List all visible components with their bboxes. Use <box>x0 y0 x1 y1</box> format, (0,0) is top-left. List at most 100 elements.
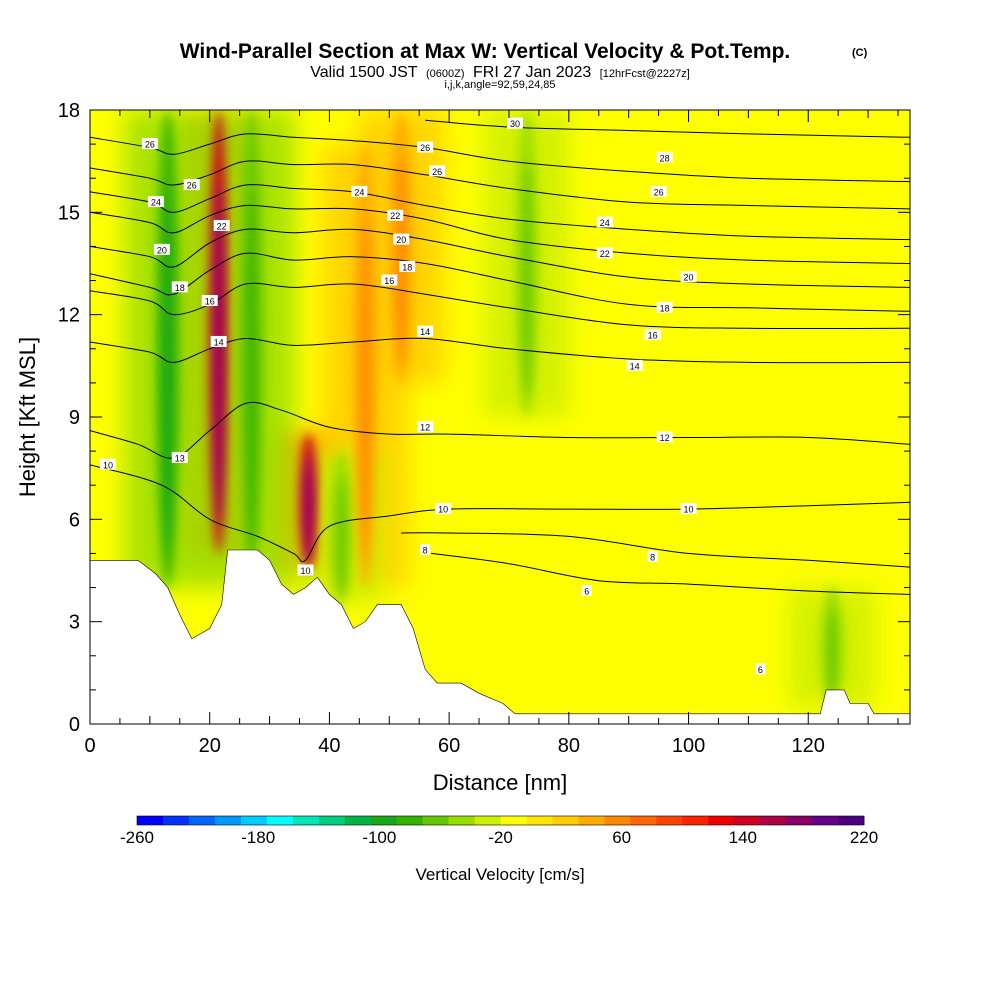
field-cores <box>155 110 845 707</box>
contour-label-bg <box>656 431 673 443</box>
y-tick-label: 3 <box>69 612 80 634</box>
contour-label-bg <box>596 216 613 228</box>
contour-label-bg <box>213 219 230 231</box>
x-tick-label: 20 <box>199 735 221 757</box>
contour-label-bg <box>644 329 661 341</box>
colorbar-tick-label: 140 <box>729 828 757 847</box>
forecast-info: [12hrFcst@2227z] <box>600 68 690 80</box>
chart-subtitle: Valid 1500 JST (0600Z) FRI 27 Jan 2023 [… <box>310 64 690 81</box>
contour-label: 18 <box>656 301 673 313</box>
contour-label-text: 26 <box>187 181 197 191</box>
contour-label-text: 13 <box>175 453 185 463</box>
x-axis-label: Distance [nm] <box>433 770 568 795</box>
contour-label: 14 <box>417 325 434 337</box>
contour-label-bg <box>147 196 164 208</box>
contour-label-bg <box>399 260 416 272</box>
colorbar-swatch <box>240 816 268 825</box>
colorbar-swatch <box>838 816 865 825</box>
colorbar-swatch <box>812 816 839 825</box>
x-tick-label: 0 <box>84 735 95 757</box>
contour-labels: 26 26 24 20 18 22 16 14 13 10 10 24 22 20 18 16 14 12 10 8 6… <box>99 117 766 675</box>
contour-label-bg <box>387 209 404 221</box>
contour-label: 18 <box>399 260 416 272</box>
chart-title-mark: (C) <box>852 47 868 59</box>
y-tick-label: 18 <box>58 100 80 122</box>
colorbar-swatch <box>422 816 449 825</box>
x-tick-label: 40 <box>318 735 340 757</box>
colorbar-swatch <box>474 816 501 825</box>
contour-label-text: 14 <box>214 337 224 347</box>
y-tick-label: 6 <box>69 509 80 531</box>
contour-label: 24 <box>351 185 368 197</box>
colorbar-tick-label: -180 <box>241 828 275 847</box>
contour-label: 6 <box>755 663 766 675</box>
contour-label-bg <box>429 165 446 177</box>
colorbar-swatch <box>760 816 787 825</box>
contour-label-text: 22 <box>217 221 227 231</box>
contour-label-bg <box>626 359 643 371</box>
colorbar-swatch <box>188 816 216 825</box>
updraft-peak <box>213 183 224 525</box>
contour-label: 10 <box>435 503 452 515</box>
contour-label: 22 <box>213 219 230 231</box>
x-tick-label: 60 <box>438 735 460 757</box>
contour-label-text: 8 <box>423 546 428 556</box>
contour-label: 10 <box>297 564 314 576</box>
colorbar-tick-label: 60 <box>612 828 631 847</box>
isentrope-22 <box>90 204 910 264</box>
contour-label-text: 30 <box>510 119 520 129</box>
contour-label-bg <box>596 247 613 259</box>
downdraft-peak <box>520 160 533 397</box>
contour-label: 22 <box>596 247 613 259</box>
contour-label-text: 18 <box>402 262 412 272</box>
colorbar-swatch <box>448 816 475 825</box>
vertical-velocity-field <box>90 110 910 724</box>
colorbar-tick-label: -260 <box>120 828 154 847</box>
colorbar-swatch <box>137 816 164 825</box>
contour-label-bg <box>201 295 218 307</box>
x-tick-label: 80 <box>558 735 580 757</box>
y-tick-label: 12 <box>58 305 80 327</box>
colorbar-swatch <box>318 816 346 825</box>
colorbar-swatch <box>266 816 294 825</box>
axes: 0 20 40 60 80 100 120 0 3 6 9 12 15 18 <box>58 100 910 757</box>
colorbar-swatch <box>162 816 190 825</box>
downdraft-peak <box>161 188 174 557</box>
contour-label: 10 <box>99 458 116 470</box>
contour-label-text: 10 <box>438 505 448 515</box>
contour-label: 8 <box>647 550 658 562</box>
contour-label-bg <box>171 281 188 293</box>
isentrope-8 <box>401 532 910 568</box>
contour-label-bg <box>755 663 766 675</box>
contour-label: 12 <box>656 431 673 443</box>
downdraft-peak <box>335 476 348 595</box>
contour-label-text: 12 <box>420 423 430 433</box>
isentrope-10 <box>90 464 910 563</box>
updraft-peak <box>303 456 314 562</box>
valid-time: Valid 1500 JST <box>310 64 418 81</box>
contour-label-bg <box>141 138 158 150</box>
isentrope-26 <box>90 160 910 210</box>
contour-label-text: 18 <box>660 303 670 313</box>
contour-label: 16 <box>201 295 218 307</box>
terrain-mask <box>90 549 910 724</box>
contour-label: 20 <box>153 243 170 255</box>
colorbar-swatch <box>604 816 631 825</box>
contour-label-bg <box>210 335 227 347</box>
contour-label-bg <box>153 243 170 255</box>
contour-label-text: 20 <box>157 245 167 255</box>
contour-label-text: 6 <box>758 665 763 675</box>
contour-label-bg <box>171 451 188 463</box>
contour-label-bg <box>506 117 523 129</box>
valid-utc: (0600Z) <box>426 68 465 80</box>
colorbar-tick-label: 220 <box>850 828 878 847</box>
contour-label: 26 <box>650 185 667 197</box>
contour-label-bg <box>417 325 434 337</box>
contour-label: 22 <box>387 209 404 221</box>
y-tick-label: 9 <box>69 407 80 429</box>
contour-label-text: 26 <box>432 167 442 177</box>
y-tick-label: 0 <box>69 714 80 736</box>
contour-label-text: 20 <box>396 235 406 245</box>
contour-label-bg <box>435 503 452 515</box>
contour-label-text: 10 <box>103 460 113 470</box>
